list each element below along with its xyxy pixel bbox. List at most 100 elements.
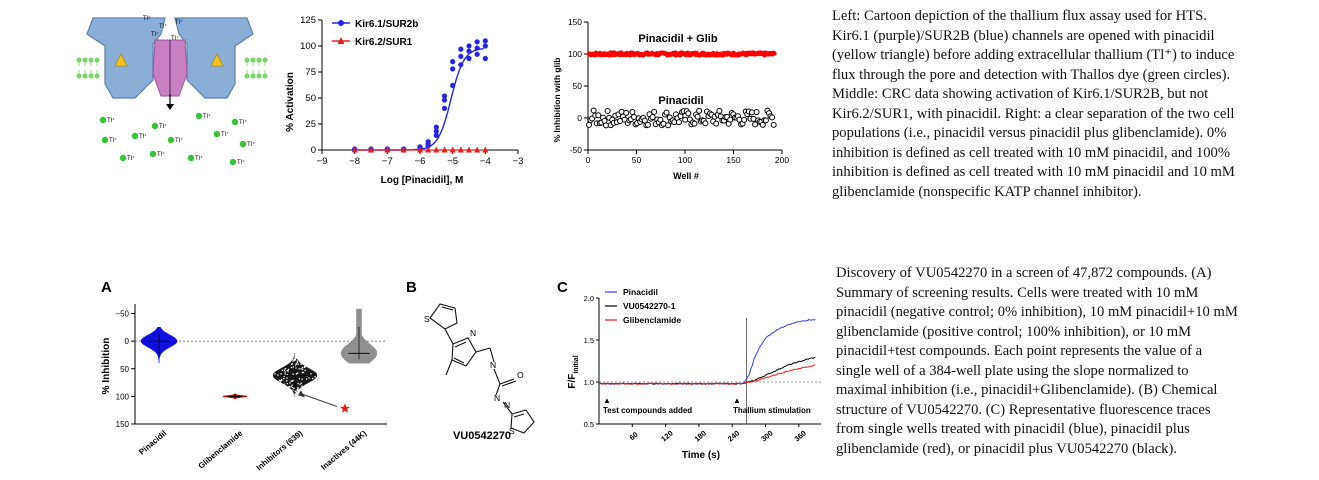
annot-compounds-arrow: ▲ bbox=[603, 396, 611, 405]
highlight-arrowhead bbox=[298, 390, 305, 398]
y-tick-label: 150 bbox=[116, 420, 130, 429]
x-tick-label: 0 bbox=[586, 155, 591, 165]
x-tick-label: 300 bbox=[759, 429, 774, 444]
crc-x-label: Log [Pinacidil], M bbox=[381, 175, 464, 186]
lipid-head bbox=[256, 73, 262, 79]
y-tick-label: 75 bbox=[305, 67, 316, 78]
inhibitor-point bbox=[296, 361, 299, 364]
inhibitor-point bbox=[296, 372, 299, 374]
inhibitor-point bbox=[280, 379, 283, 381]
pinacidil-well-point bbox=[696, 107, 703, 114]
inhibitor-point bbox=[296, 389, 299, 391]
ion-label: Tl⁺ bbox=[221, 131, 229, 138]
inhibitor-point bbox=[294, 396, 297, 398]
inhibitor-point bbox=[302, 371, 305, 374]
ion-label: Tl⁺ bbox=[127, 155, 135, 162]
ion-label: Tl⁺ bbox=[237, 159, 245, 166]
caption-line: inhibition is defined as cell treated wi… bbox=[832, 164, 1235, 180]
kir61-point bbox=[474, 39, 480, 45]
pinacidil-well-point bbox=[694, 113, 701, 120]
legend-pinacidil: Pinacidil bbox=[623, 287, 658, 297]
dye-circle bbox=[167, 136, 175, 144]
annot-thallium-arrow: ▲ bbox=[733, 396, 741, 405]
inhibitor-point bbox=[277, 374, 279, 376]
inhibitor-point bbox=[294, 394, 296, 396]
x-tick-label: 100 bbox=[678, 155, 692, 165]
x-tick-label: 150 bbox=[726, 155, 740, 165]
inhibitor-point bbox=[287, 368, 290, 371]
inhibitor-point bbox=[295, 357, 297, 359]
thallium-flux-cartoon: Tl⁺Tl⁺Tl⁺Tl⁺Tl⁺Tl⁺Tl⁺Tl⁺Tl⁺Tl⁺Tl⁺Tl⁺Tl⁺T… bbox=[76, 15, 268, 166]
kir62-point bbox=[457, 146, 464, 153]
pinacidil-well-point bbox=[675, 119, 682, 126]
x-tick-label: −7 bbox=[382, 156, 393, 167]
panel-b-structure: B SNN NO N S VU0542270 bbox=[406, 279, 535, 442]
inhibitor-point bbox=[300, 382, 302, 384]
kir61-pore bbox=[152, 39, 188, 110]
pinacidil-well-point bbox=[753, 109, 760, 116]
x-tick-label: 120 bbox=[659, 429, 674, 444]
inhibitor-point bbox=[279, 379, 281, 382]
inhibitor-point bbox=[312, 377, 314, 380]
inhibitor-point bbox=[301, 366, 304, 369]
y-tick-label: 0 bbox=[125, 337, 130, 346]
inhibitor-point bbox=[292, 373, 294, 375]
dye-circle bbox=[187, 154, 195, 162]
ion-label: Tl⁺ bbox=[143, 15, 151, 22]
kir62-point bbox=[441, 146, 448, 153]
ion-label: Tl⁺ bbox=[159, 23, 167, 30]
lipid-head bbox=[250, 73, 256, 79]
pinacidil-well-point bbox=[663, 109, 670, 116]
caption-line: populations (i.e., pinacidil versus pina… bbox=[832, 125, 1227, 141]
caption-line: flux through the pore and detection with… bbox=[832, 66, 1231, 83]
ion-label: Tl⁺ bbox=[139, 133, 147, 140]
caption-line: pinacidil (negative control; 0% inhibiti… bbox=[836, 304, 1238, 320]
caption-line: glibenclamide (nonspecific KATP channel … bbox=[832, 183, 1142, 200]
caption-line: glibenclamide (red), or pinacidil plus V… bbox=[836, 440, 1177, 457]
pinacidil-well-point bbox=[727, 116, 734, 123]
legend-kir61: Kir6.1/SUR2b bbox=[355, 19, 418, 30]
cell-membrane bbox=[76, 57, 268, 79]
pinacidil-well-point bbox=[769, 114, 776, 121]
ion-label: Tl⁺ bbox=[247, 141, 255, 148]
inhibitor-point bbox=[310, 373, 312, 375]
glib-well-point bbox=[771, 51, 777, 56]
atom-S: S bbox=[424, 314, 430, 324]
x-tick-label: 360 bbox=[793, 429, 808, 444]
inhibitor-point bbox=[292, 360, 294, 362]
pinacidil-well-point bbox=[629, 108, 636, 115]
caption-line: structure of VU0542270. (C) Representati… bbox=[836, 401, 1211, 418]
x-tick-label: −5 bbox=[447, 156, 458, 167]
kir62-point bbox=[433, 146, 440, 153]
inhibitor-point bbox=[292, 389, 294, 391]
inhibitor-point bbox=[304, 366, 306, 369]
inhibitor-point bbox=[297, 363, 299, 365]
dye-circle bbox=[213, 130, 221, 138]
lipid-head bbox=[262, 57, 268, 63]
dye-circle bbox=[239, 140, 247, 148]
ion-label: Tl⁺ bbox=[157, 151, 165, 158]
inhibitor-point bbox=[295, 373, 297, 375]
inhibitor-point bbox=[301, 385, 303, 387]
compound-name: VU0542270 bbox=[453, 430, 511, 442]
kir61-point bbox=[441, 93, 448, 99]
kir61-point bbox=[466, 55, 472, 62]
trace-pinacidil bbox=[598, 318, 816, 385]
inhibitor-point bbox=[314, 376, 316, 378]
lipid-head bbox=[244, 73, 250, 79]
atom-labels: SNN NO N S bbox=[424, 314, 524, 436]
highlight-arrow bbox=[302, 393, 338, 408]
inhibitor-point bbox=[292, 379, 294, 382]
lipid-head bbox=[256, 57, 262, 63]
pinacidil-well-point bbox=[713, 120, 720, 127]
kir61-point bbox=[433, 128, 439, 134]
category-label: Glibenclamide bbox=[197, 428, 245, 470]
vu0542270-structure bbox=[429, 303, 535, 434]
lipid-head bbox=[94, 73, 100, 79]
inhibitor-point bbox=[294, 393, 296, 395]
kir62-point bbox=[482, 146, 489, 153]
inhibitor-point bbox=[298, 368, 300, 370]
inhibitor-point bbox=[289, 386, 291, 388]
kir61-point bbox=[482, 38, 488, 44]
caption-line: Discovery of VU0542270 in a screen of 47… bbox=[836, 265, 1212, 281]
